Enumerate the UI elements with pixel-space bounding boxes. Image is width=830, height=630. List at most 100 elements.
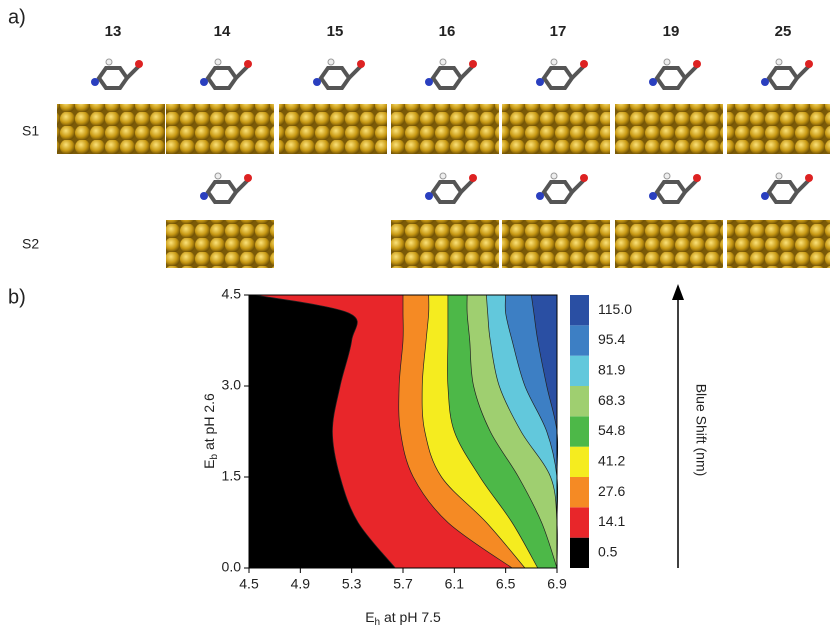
gold-surface [166, 220, 274, 268]
gold-surface [57, 104, 165, 154]
gold-surface [502, 220, 610, 268]
atom [580, 60, 588, 68]
atom [693, 60, 701, 68]
colorbar-swatch [570, 447, 589, 477]
column-label: 25 [775, 23, 792, 40]
y-tick-label: 3.0 [222, 377, 242, 393]
molecule-ring [544, 68, 572, 88]
atom [200, 78, 208, 86]
colorbar-label: 68.3 [598, 392, 625, 408]
gold-surface [727, 220, 830, 268]
gold-surface [502, 104, 610, 154]
gold-surface [615, 104, 723, 154]
page: {"panel_a": {"label": "a)", "columns": [… [0, 0, 830, 630]
colorbar-label: 95.4 [598, 331, 625, 347]
atom [580, 174, 588, 182]
atom [776, 173, 782, 179]
molecule-bond [349, 66, 361, 78]
atom [425, 192, 433, 200]
label-part: E [365, 609, 374, 625]
row-label: S2 [22, 236, 39, 252]
molecule-ring [433, 68, 461, 88]
atom [536, 192, 544, 200]
y-axis-label: Eb at pH 2.6 [201, 393, 220, 469]
x-tick-label: 5.7 [393, 576, 413, 592]
label-part: at pH 2.6 [201, 393, 217, 454]
molecule-ring [657, 182, 685, 202]
molecule-ring [769, 68, 797, 88]
gold-surface [166, 104, 274, 154]
column-label: 14 [214, 23, 231, 40]
molecule-ring [433, 182, 461, 202]
molecule-ring [544, 182, 572, 202]
colorbar-label: 0.5 [598, 544, 618, 560]
atom [551, 59, 557, 65]
molecule-ring [208, 68, 236, 88]
colorbar-swatch [570, 386, 589, 416]
x-tick-label: 5.3 [342, 576, 362, 592]
atom [649, 78, 657, 86]
label-part: at pH 7.5 [380, 609, 441, 625]
column-label: 19 [663, 23, 680, 40]
atom [357, 60, 365, 68]
colorbar-swatch [570, 416, 589, 446]
label-part: E [201, 459, 217, 468]
molecule-bond [572, 180, 584, 192]
molecule-ring [769, 182, 797, 202]
atom [469, 174, 477, 182]
atom [91, 78, 99, 86]
molecule-bond [572, 66, 584, 78]
atom [761, 78, 769, 86]
colorbar-swatch [570, 295, 589, 325]
atom [469, 60, 477, 68]
atom [440, 173, 446, 179]
colorbar-label: 115.0 [598, 301, 632, 317]
molecule-ring [657, 68, 685, 88]
colorbar-label: 41.2 [598, 453, 625, 469]
column-label: 16 [439, 23, 456, 40]
atom [313, 78, 321, 86]
colorbar-label: 81.9 [598, 362, 625, 378]
figure: a) b) S1 S2 13141516171925 4.54.95.35.76… [0, 0, 830, 630]
x-tick-label: 6.1 [445, 576, 465, 592]
atom [664, 173, 670, 179]
atom [244, 60, 252, 68]
molecule-ring [99, 68, 127, 88]
atom [135, 60, 143, 68]
molecule-ring [208, 182, 236, 202]
atom [776, 59, 782, 65]
colorbar-label: 27.6 [598, 483, 625, 499]
gold-surface [391, 220, 499, 268]
colorbar-label: 54.8 [598, 422, 625, 438]
y-tick-label: 1.5 [222, 468, 242, 484]
gold-surface [391, 104, 499, 154]
molecule-bond [127, 66, 139, 78]
column-label: 17 [550, 23, 567, 40]
molecule-bond [236, 66, 248, 78]
atom [551, 173, 557, 179]
atom [215, 173, 221, 179]
molecule-ring [321, 68, 349, 88]
y-tick-label: 0.0 [222, 559, 242, 575]
surfaces: 13141516171925 [57, 23, 830, 268]
colorbar-label: 14.1 [598, 513, 625, 529]
x-tick-label: 4.9 [291, 576, 311, 592]
atom [440, 59, 446, 65]
row-label: S1 [22, 123, 39, 139]
colorbar-label: Blue Shift (nm) [693, 384, 709, 477]
gold-surface [279, 104, 387, 154]
x-tick-label: 6.9 [547, 576, 567, 592]
atom [649, 192, 657, 200]
atom [244, 174, 252, 182]
column-label: 15 [327, 23, 344, 40]
atom [200, 192, 208, 200]
atom [805, 60, 813, 68]
atom [215, 59, 221, 65]
colorbar-swatch [570, 477, 589, 507]
colorbar-swatch [570, 538, 589, 568]
atom [761, 192, 769, 200]
x-axis-label: Eh at pH 7.5 [365, 609, 441, 628]
colorbar-swatch [570, 325, 589, 355]
x-tick-label: 6.5 [496, 576, 516, 592]
atom [106, 59, 112, 65]
